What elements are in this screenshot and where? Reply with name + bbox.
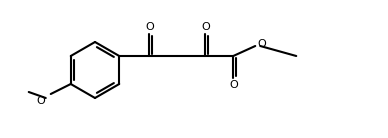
- Text: O: O: [230, 80, 239, 90]
- Text: O: O: [36, 96, 45, 106]
- Text: O: O: [258, 39, 267, 49]
- Text: O: O: [146, 22, 155, 32]
- Text: O: O: [202, 22, 211, 32]
